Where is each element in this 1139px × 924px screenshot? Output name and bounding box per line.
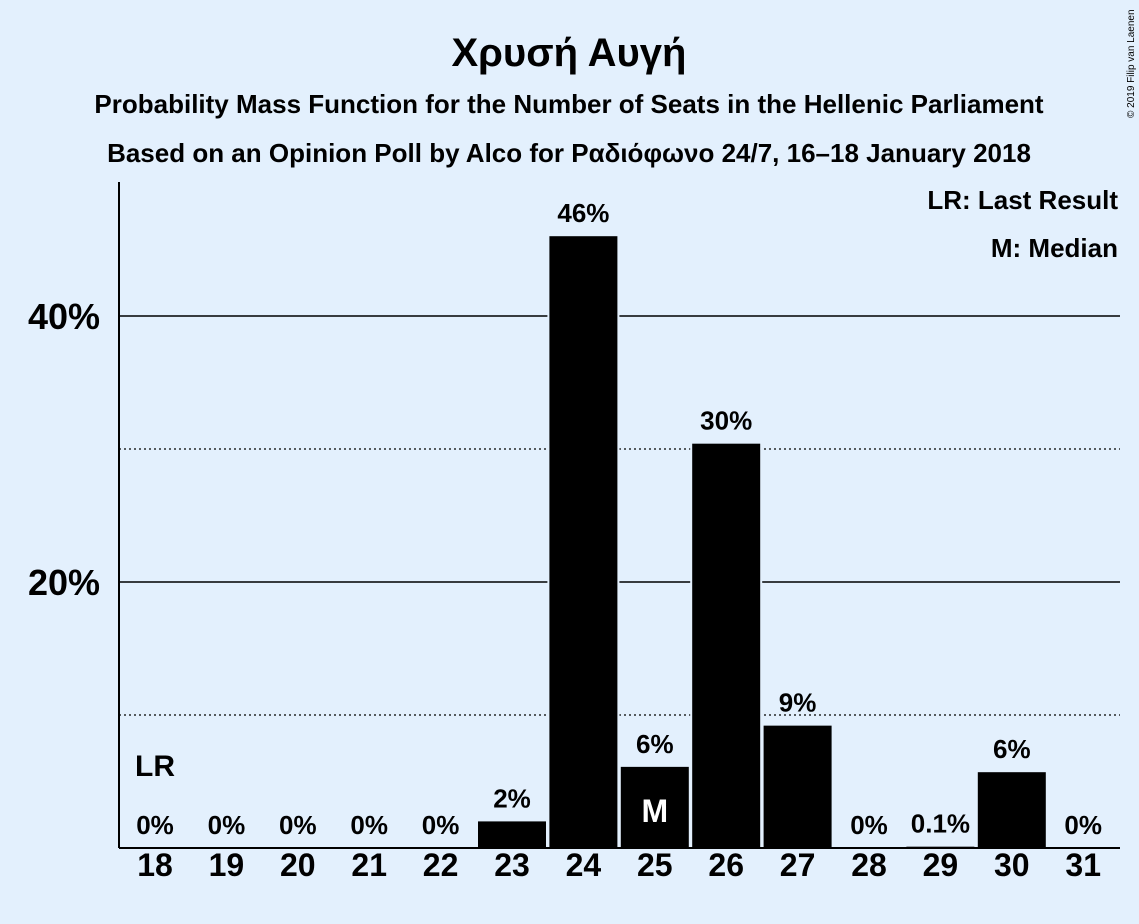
x-tick-label: 29 — [923, 847, 959, 883]
data-label: 0% — [279, 810, 317, 840]
data-label: 0% — [350, 810, 388, 840]
labels: 20% 40% 0% 18 0% 19 0% 20 0% 21 0% 22 2% 23 46% 24 6% 25 3… — [28, 198, 1102, 883]
data-label: 0.1% — [911, 809, 970, 839]
x-tick-label: 19 — [209, 847, 245, 883]
median-marker: M — [641, 793, 668, 829]
x-tick-label: 30 — [994, 847, 1030, 883]
bars — [476, 236, 1048, 848]
gridlines — [119, 315, 1120, 716]
data-label: 0% — [422, 810, 460, 840]
x-tick-label: 23 — [494, 847, 530, 883]
chart-title: Χρυσή Αυγή — [452, 31, 687, 75]
bar — [977, 772, 1046, 848]
data-label: 0% — [136, 810, 174, 840]
chart-subtitle-line2: Based on an Opinion Poll by Alco for Ραδ… — [107, 138, 1031, 168]
bar — [478, 821, 546, 848]
x-tick-label: 25 — [637, 847, 673, 883]
bar — [620, 766, 689, 848]
data-label: 0% — [208, 810, 246, 840]
bar — [763, 725, 832, 848]
data-label: 46% — [557, 198, 609, 228]
legend-last-result: LR: Last Result — [927, 185, 1118, 215]
data-label: 6% — [993, 734, 1031, 764]
y-tick-label: 20% — [28, 562, 100, 603]
x-tick-label: 24 — [566, 847, 602, 883]
x-tick-label: 18 — [137, 847, 173, 883]
chart-subtitle-line1: Probability Mass Function for the Number… — [94, 89, 1044, 119]
copyright-note: © 2019 Filip van Laenen — [1126, 9, 1137, 118]
x-tick-label: 26 — [708, 847, 744, 883]
x-tick-label: 27 — [780, 847, 816, 883]
x-tick-label: 31 — [1065, 847, 1101, 883]
x-tick-label: 21 — [351, 847, 387, 883]
y-tick-label: 40% — [28, 296, 100, 337]
data-label: 6% — [636, 729, 674, 759]
last-result-marker: LR — [135, 750, 175, 783]
x-tick-label: 20 — [280, 847, 316, 883]
data-label: 0% — [850, 810, 888, 840]
data-label: 2% — [493, 783, 531, 813]
bar — [549, 236, 618, 848]
data-label: 30% — [700, 406, 752, 436]
legend-median: M: Median — [991, 233, 1118, 263]
x-tick-label: 28 — [851, 847, 887, 883]
axes — [118, 182, 1120, 849]
data-label: 9% — [779, 688, 817, 718]
x-tick-label: 22 — [423, 847, 459, 883]
data-label: 0% — [1064, 810, 1102, 840]
bar — [692, 443, 761, 848]
